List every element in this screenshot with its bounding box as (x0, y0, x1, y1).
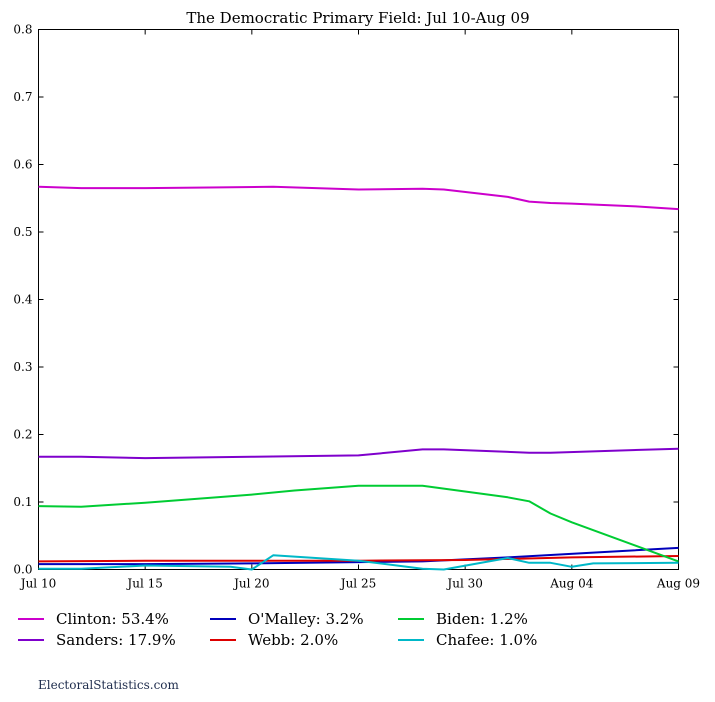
x-tick-label: Jul 20 (232, 577, 269, 591)
legend-item-sanders: Sanders: 17.9% (18, 631, 176, 649)
legend-swatch (210, 639, 236, 641)
series-lines (38, 185, 679, 571)
y-tick-label: 0.7 (13, 90, 32, 104)
series-line-clinton (38, 185, 679, 211)
axis-ticks: 0.0 0.1 0.2 0.3 0.4 0.5 0.6 0.7 0.8 Jul 10 Jul 15 J… (13, 23, 700, 591)
y-tick-label: 0.5 (13, 225, 32, 239)
line-chart: The Democratic Primary Field: Jul 10-Aug… (13, 9, 700, 591)
legend-swatch (18, 618, 44, 620)
legend-label: Sanders: 17.9% (56, 631, 176, 649)
y-tick-label: 0.8 (13, 23, 32, 37)
x-tick-label: Jul 30 (445, 577, 482, 591)
legend-swatch (210, 618, 236, 620)
legend-item-clinton: Clinton: 53.4% (18, 610, 169, 628)
legend-label: Biden: 1.2% (436, 610, 528, 628)
y-tick-label: 0.3 (13, 360, 32, 374)
chart-title: The Democratic Primary Field: Jul 10-Aug… (186, 9, 529, 27)
legend-item-chafee: Chafee: 1.0% (398, 631, 537, 649)
plot-frame (38, 29, 679, 570)
x-tick-label: Jul 15 (125, 577, 162, 591)
y-tick-label: 0.2 (13, 428, 32, 442)
legend-item-webb: Webb: 2.0% (210, 631, 338, 649)
legend-label: Clinton: 53.4% (56, 610, 169, 628)
y-tick-label: 0.0 (13, 563, 32, 577)
legend-swatch (398, 618, 424, 620)
series-line-chafee (38, 554, 679, 571)
legend-swatch (18, 639, 44, 641)
legend-item-biden: Biden: 1.2% (398, 610, 528, 628)
legend-swatch (398, 639, 424, 641)
x-tick-label: Jul 25 (339, 577, 376, 591)
legend-item-omalley: O'Malley: 3.2% (210, 610, 364, 628)
y-tick-label: 0.1 (13, 495, 32, 509)
series-line-omalley (38, 546, 679, 566)
y-tick-label: 0.4 (13, 293, 32, 307)
x-tick-label: Jul 10 (19, 577, 56, 591)
legend-label: Webb: 2.0% (248, 631, 339, 649)
x-tick-label: Aug 09 (656, 577, 700, 591)
series-line-biden (38, 484, 679, 563)
legend-label: Chafee: 1.0% (436, 631, 538, 649)
legend-label: O'Malley: 3.2% (248, 610, 364, 628)
series-line-sanders (38, 447, 679, 460)
site-credit: ElectoralStatistics.com (38, 678, 179, 692)
y-tick-label: 0.6 (13, 158, 32, 172)
x-tick-label: Aug 04 (549, 577, 594, 591)
